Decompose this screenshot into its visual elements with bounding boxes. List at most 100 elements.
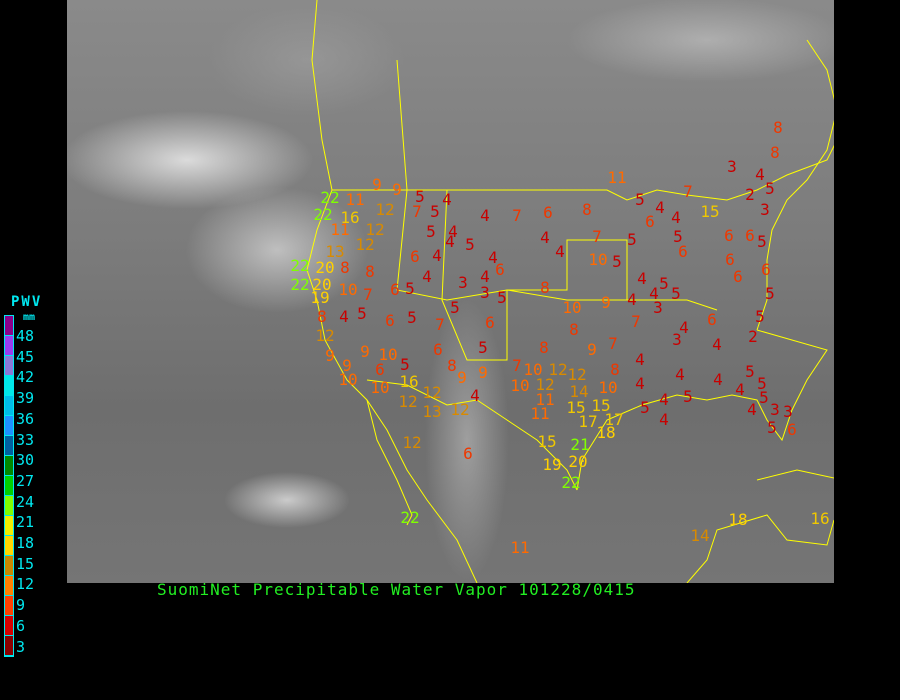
station-pwv-value: 7 (683, 182, 693, 201)
station-pwv-value: 5 (765, 179, 775, 198)
station-pwv-value: 13 (325, 242, 345, 261)
station-pwv-value: 5 (759, 388, 769, 407)
station-pwv-value: 9 (587, 340, 597, 359)
station-pwv-value: 11 (607, 168, 627, 187)
legend-swatch (5, 316, 13, 336)
station-pwv-value: 12 (535, 375, 555, 394)
station-pwv-value: 10 (523, 360, 543, 379)
station-pwv-value: 5 (426, 222, 436, 241)
station-pwv-value: 8 (569, 320, 579, 339)
station-pwv-value: 20 (312, 275, 332, 294)
legend-tick-label: 45 (16, 347, 35, 366)
station-pwv-value: 9 (325, 346, 335, 365)
legend-tick-label: 15 (16, 554, 35, 573)
station-pwv-value: 4 (635, 374, 645, 393)
station-pwv-value: 4 (755, 165, 765, 184)
station-pwv-value: 6 (410, 247, 420, 266)
legend-swatch (5, 636, 13, 656)
legend-tick-label: 39 (16, 389, 35, 408)
station-pwv-value: 12 (365, 220, 385, 239)
station-pwv-value: 8 (539, 338, 549, 357)
station-pwv-value: 4 (555, 242, 565, 261)
station-pwv-value: 12 (398, 392, 418, 411)
station-pwv-value: 5 (627, 230, 637, 249)
station-pwv-value: 6 (495, 260, 505, 279)
station-pwv-value: 9 (457, 368, 467, 387)
station-pwv-value: 21 (570, 435, 590, 454)
legend-tick-label: 27 (16, 471, 35, 490)
station-pwv-value: 9 (372, 175, 382, 194)
station-pwv-value: 14 (569, 382, 589, 401)
station-pwv-value: 4 (713, 370, 723, 389)
station-pwv-value: 3 (480, 283, 490, 302)
station-pwv-value: 4 (735, 380, 745, 399)
station-pwv-value: 4 (422, 267, 432, 286)
east-coastline (756, 39, 834, 331)
station-pwv-value: 6 (733, 267, 743, 286)
legend-tick-label: 9 (16, 596, 26, 615)
legend-color-bar (4, 315, 14, 657)
station-pwv-value: 9 (392, 180, 402, 199)
station-pwv-value: 15 (537, 432, 557, 451)
canada-border (332, 144, 834, 201)
station-pwv-value: 22 (320, 188, 340, 207)
station-pwv-value: 3 (727, 157, 737, 176)
station-pwv-value: 10 (588, 250, 608, 269)
station-pwv-value: 10 (338, 280, 358, 299)
station-pwv-value: 6 (745, 226, 755, 245)
station-pwv-value: 18 (596, 423, 616, 442)
station-pwv-value: 7 (512, 206, 522, 225)
station-pwv-value: 6 (678, 242, 688, 261)
station-pwv-value: 16 (810, 509, 830, 528)
station-pwv-value: 10 (378, 345, 398, 364)
yucatan-coastline (686, 514, 834, 583)
station-pwv-value: 9 (478, 363, 488, 382)
gulf-coastline (576, 329, 828, 491)
station-pwv-value: 5 (683, 387, 693, 406)
west-coastline (306, 0, 478, 583)
station-pwv-value: 5 (745, 362, 755, 381)
satellite-map (67, 0, 834, 583)
station-pwv-value: 19 (542, 455, 562, 474)
station-pwv-value: 6 (725, 250, 735, 269)
station-pwv-value: 9 (601, 293, 611, 312)
station-pwv-value: 9 (342, 356, 352, 375)
legend-swatch (5, 616, 13, 636)
legend-swatch (5, 376, 13, 396)
legend-tick-label: 24 (16, 492, 35, 511)
station-pwv-value: 4 (675, 365, 685, 384)
station-pwv-value: 12 (315, 326, 335, 345)
legend-swatch (5, 576, 13, 596)
station-pwv-value: 6 (485, 313, 495, 332)
cuba-coastline (756, 469, 834, 481)
station-pwv-value: 5 (478, 338, 488, 357)
station-pwv-value: 10 (562, 298, 582, 317)
station-pwv-value: 6 (543, 203, 553, 222)
station-pwv-value: 11 (345, 190, 365, 209)
station-pwv-value: 2 (748, 327, 758, 346)
station-pwv-value: 8 (340, 258, 350, 277)
station-pwv-value: 5 (405, 279, 415, 298)
legend-swatch (5, 496, 13, 516)
station-pwv-value: 19 (310, 288, 330, 307)
map-caption: SuomiNet Precipitable Water Vapor 101228… (157, 580, 636, 599)
station-pwv-value: 4 (747, 400, 757, 419)
station-pwv-value: 8 (770, 143, 780, 162)
station-pwv-value: 10 (370, 378, 390, 397)
station-pwv-value: 6 (385, 311, 395, 330)
station-pwv-value: 12 (375, 200, 395, 219)
station-pwv-value: 6 (645, 212, 655, 231)
station-pwv-value: 8 (582, 200, 592, 219)
station-pwv-value: 11 (530, 404, 550, 423)
station-pwv-value: 5 (497, 288, 507, 307)
station-pwv-value: 22 (313, 205, 333, 224)
station-pwv-value: 8 (610, 360, 620, 379)
station-pwv-value: 3 (783, 402, 793, 421)
station-pwv-value: 5 (765, 284, 775, 303)
station-pwv-value: 6 (724, 226, 734, 245)
station-pwv-value: 5 (755, 307, 765, 326)
station-pwv-value: 3 (458, 273, 468, 292)
station-pwv-value: 6 (463, 444, 473, 463)
state-lines-2 (441, 189, 628, 361)
